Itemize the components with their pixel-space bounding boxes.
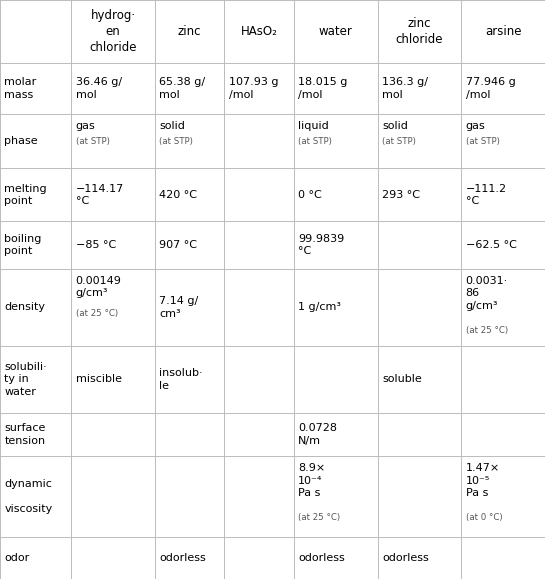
Text: phase: phase (4, 136, 38, 146)
Text: odor: odor (4, 553, 29, 563)
Text: 8.9×
10⁻⁴
Pa s: 8.9× 10⁻⁴ Pa s (298, 463, 325, 498)
Text: (at STP): (at STP) (159, 137, 193, 146)
Text: 420 °C: 420 °C (159, 190, 197, 200)
Text: (at 25 °C): (at 25 °C) (76, 309, 118, 318)
Text: miscible: miscible (76, 375, 122, 384)
Text: 1 g/cm³: 1 g/cm³ (298, 302, 341, 313)
Text: (at STP): (at STP) (76, 137, 110, 146)
Text: 7.14 g/
cm³: 7.14 g/ cm³ (159, 296, 198, 318)
Text: solid: solid (159, 120, 185, 131)
Text: 0 °C: 0 °C (298, 190, 322, 200)
Text: 293 °C: 293 °C (382, 190, 420, 200)
Text: 1.47×
10⁻⁵
Pa s: 1.47× 10⁻⁵ Pa s (465, 463, 500, 498)
Text: 99.9839
°C: 99.9839 °C (298, 234, 344, 256)
Text: surface
tension: surface tension (4, 423, 46, 446)
Text: odorless: odorless (382, 553, 429, 563)
Text: soluble: soluble (382, 375, 422, 384)
Text: odorless: odorless (159, 553, 206, 563)
Text: (at STP): (at STP) (465, 137, 500, 146)
Text: (at 25 °C): (at 25 °C) (298, 513, 341, 522)
Text: 0.0728
N/m: 0.0728 N/m (298, 423, 337, 446)
Text: solid: solid (382, 120, 408, 131)
Text: 77.946 g
/mol: 77.946 g /mol (465, 77, 516, 100)
Text: dynamic

viscosity: dynamic viscosity (4, 479, 53, 514)
Text: gas: gas (465, 120, 486, 131)
Text: 36.46 g/
mol: 36.46 g/ mol (76, 77, 122, 100)
Text: 65.38 g/
mol: 65.38 g/ mol (159, 77, 205, 100)
Text: odorless: odorless (298, 553, 345, 563)
Text: −114.17
°C: −114.17 °C (76, 184, 124, 206)
Text: water: water (319, 25, 353, 38)
Text: molar
mass: molar mass (4, 77, 37, 100)
Text: 136.3 g/
mol: 136.3 g/ mol (382, 77, 428, 100)
Text: insolub·
le: insolub· le (159, 368, 203, 390)
Text: gas: gas (76, 120, 95, 131)
Text: 18.015 g
/mol: 18.015 g /mol (298, 77, 348, 100)
Text: 107.93 g
/mol: 107.93 g /mol (229, 77, 278, 100)
Text: liquid: liquid (298, 120, 329, 131)
Text: 0.00149
g/cm³: 0.00149 g/cm³ (76, 276, 122, 298)
Text: hydrog·
en
chloride: hydrog· en chloride (89, 9, 137, 54)
Text: 0.0031·
86
g/cm³: 0.0031· 86 g/cm³ (465, 276, 508, 310)
Text: −111.2
°C: −111.2 °C (465, 184, 507, 206)
Text: (at 0 °C): (at 0 °C) (465, 513, 502, 522)
Text: (at 25 °C): (at 25 °C) (465, 326, 508, 335)
Text: (at STP): (at STP) (298, 137, 332, 146)
Text: HAsO₂: HAsO₂ (241, 25, 277, 38)
Text: 907 °C: 907 °C (159, 240, 197, 250)
Text: boiling
point: boiling point (4, 234, 42, 256)
Text: zinc: zinc (178, 25, 202, 38)
Text: melting
point: melting point (4, 184, 47, 206)
Text: arsine: arsine (485, 25, 522, 38)
Text: −85 °C: −85 °C (76, 240, 116, 250)
Text: −62.5 °C: −62.5 °C (465, 240, 517, 250)
Text: density: density (4, 302, 45, 313)
Text: solubili·
ty in
water: solubili· ty in water (4, 362, 47, 397)
Text: (at STP): (at STP) (382, 137, 416, 146)
Text: zinc
chloride: zinc chloride (396, 17, 443, 46)
